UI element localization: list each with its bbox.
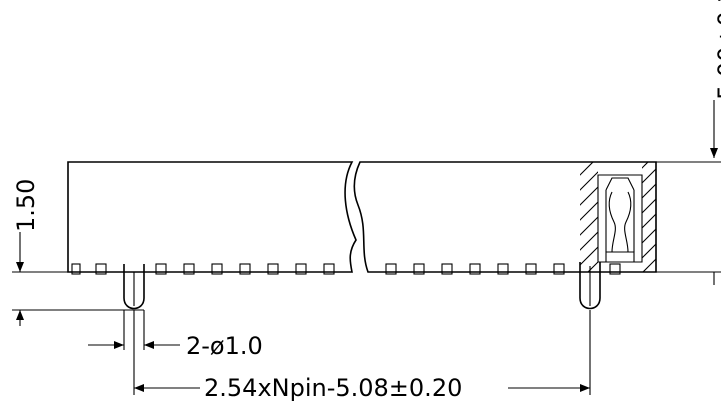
dimension-pin-offset-label: 1.50 bbox=[12, 179, 40, 232]
dimension-height-label: 5.00±0.15 bbox=[713, 0, 721, 100]
dimension-length-label: 2.54xNpin-5.08±0.20 bbox=[204, 374, 462, 402]
housing-left-section bbox=[67, 161, 357, 273]
dimension-length bbox=[133, 310, 591, 395]
dimension-pin-offset bbox=[12, 232, 144, 326]
housing-right-section bbox=[353, 161, 657, 273]
pin-left bbox=[123, 264, 145, 310]
dimension-height bbox=[656, 100, 721, 285]
dimension-pin-diameter-label: 2-ø1.0 bbox=[186, 332, 263, 360]
bottom-teeth bbox=[71, 263, 621, 275]
contact-cross-section bbox=[580, 162, 656, 272]
pin-right bbox=[579, 262, 601, 310]
dimension-pin-diameter bbox=[88, 310, 180, 350]
